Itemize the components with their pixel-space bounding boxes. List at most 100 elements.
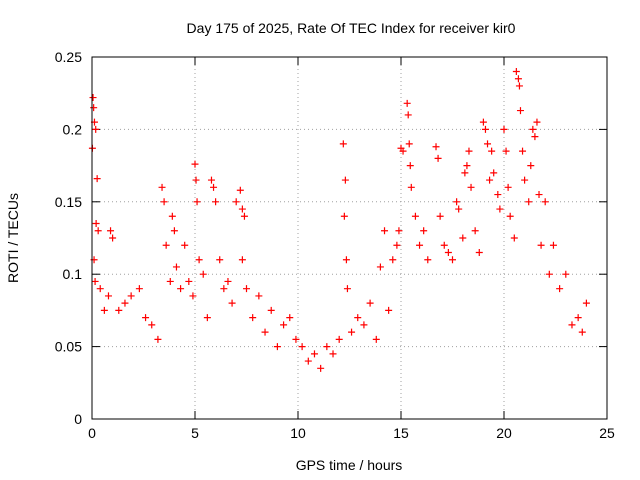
data-point <box>376 263 384 271</box>
data-point <box>562 270 570 278</box>
y-tick-label: 0.2 <box>63 121 83 137</box>
data-point <box>514 75 522 83</box>
data-point <box>166 277 174 285</box>
data-point <box>286 314 294 322</box>
data-point <box>537 241 545 249</box>
data-point <box>92 125 100 133</box>
data-point <box>545 270 553 278</box>
data-point <box>304 357 312 365</box>
data-point <box>467 183 475 191</box>
data-point <box>121 299 129 307</box>
data-point <box>191 160 199 168</box>
y-tick-label: 0 <box>74 411 82 427</box>
data-point <box>343 285 351 293</box>
data-point <box>89 94 97 102</box>
x-tick-label: 20 <box>496 425 512 441</box>
data-point <box>521 176 529 184</box>
x-tick-label: 5 <box>191 425 199 441</box>
data-point <box>354 314 362 322</box>
data-point <box>255 292 263 300</box>
data-point <box>162 241 170 249</box>
data-point <box>481 125 489 133</box>
plot-frame <box>91 56 608 420</box>
data-point <box>335 335 343 343</box>
data-point <box>280 321 288 329</box>
data-point <box>395 227 403 235</box>
data-point <box>506 212 514 220</box>
data-point <box>243 285 250 293</box>
data-point <box>459 234 467 242</box>
data-point <box>403 99 411 107</box>
data-point <box>389 256 397 264</box>
data-point <box>192 176 200 184</box>
data-point <box>527 162 535 170</box>
y-tick-label: 0.1 <box>63 266 83 282</box>
y-tick-label: 0.15 <box>55 194 82 210</box>
data-point <box>404 111 412 119</box>
x-tick-label: 15 <box>393 425 409 441</box>
data-point <box>160 198 168 206</box>
data-point <box>486 176 494 184</box>
data-point <box>529 125 537 133</box>
data-point <box>434 154 442 162</box>
x-tick-label: 10 <box>290 425 306 441</box>
data-point <box>549 241 557 249</box>
data-point <box>449 256 456 264</box>
data-point <box>154 335 162 343</box>
data-point <box>531 133 539 141</box>
data-point <box>339 140 347 148</box>
data-point <box>135 285 143 293</box>
data-point <box>510 234 518 242</box>
data-point <box>484 140 492 148</box>
data-point <box>216 256 224 264</box>
y-tick-label: 0.25 <box>55 49 82 65</box>
data-point <box>220 285 228 293</box>
data-point <box>424 256 432 264</box>
data-point <box>479 118 487 126</box>
x-tick-label: 25 <box>599 425 615 441</box>
data-point <box>516 107 524 115</box>
data-point <box>385 306 393 314</box>
data-point <box>393 241 401 249</box>
data-point <box>127 292 135 300</box>
data-point <box>207 176 215 184</box>
data-point <box>465 147 473 155</box>
data-point <box>298 343 306 351</box>
data-point <box>494 191 502 199</box>
data-point <box>212 198 220 206</box>
data-point <box>407 183 415 191</box>
data-point <box>148 321 156 329</box>
data-point <box>292 335 300 343</box>
data-point <box>228 299 236 307</box>
data-point <box>463 162 471 170</box>
x-axis-label: GPS time / hours <box>296 457 403 473</box>
data-point <box>366 299 374 307</box>
data-point <box>488 147 496 155</box>
data-point <box>238 205 246 213</box>
data-point <box>261 328 269 336</box>
chart-title: Day 175 of 2025, Rate Of TEC Index for r… <box>187 20 516 36</box>
data-point <box>249 314 257 322</box>
data-point <box>525 198 533 206</box>
data-point <box>340 212 348 220</box>
data-point <box>323 343 331 351</box>
data-point <box>405 140 413 148</box>
data-point <box>93 175 101 183</box>
data-point <box>416 241 424 249</box>
data-point <box>210 183 218 191</box>
data-point <box>348 328 356 336</box>
data-point <box>574 314 582 322</box>
data-point <box>109 234 117 242</box>
data-point <box>461 169 469 177</box>
y-axis-label: ROTI / TECUs <box>5 193 21 283</box>
data-point <box>193 198 201 206</box>
x-tick-label: 0 <box>88 425 96 441</box>
data-point <box>582 299 590 307</box>
data-point <box>115 306 123 314</box>
grid-lines <box>92 57 607 419</box>
data-point <box>317 364 325 372</box>
data-point <box>535 191 543 199</box>
data-point <box>267 306 275 314</box>
data-point <box>310 350 318 358</box>
